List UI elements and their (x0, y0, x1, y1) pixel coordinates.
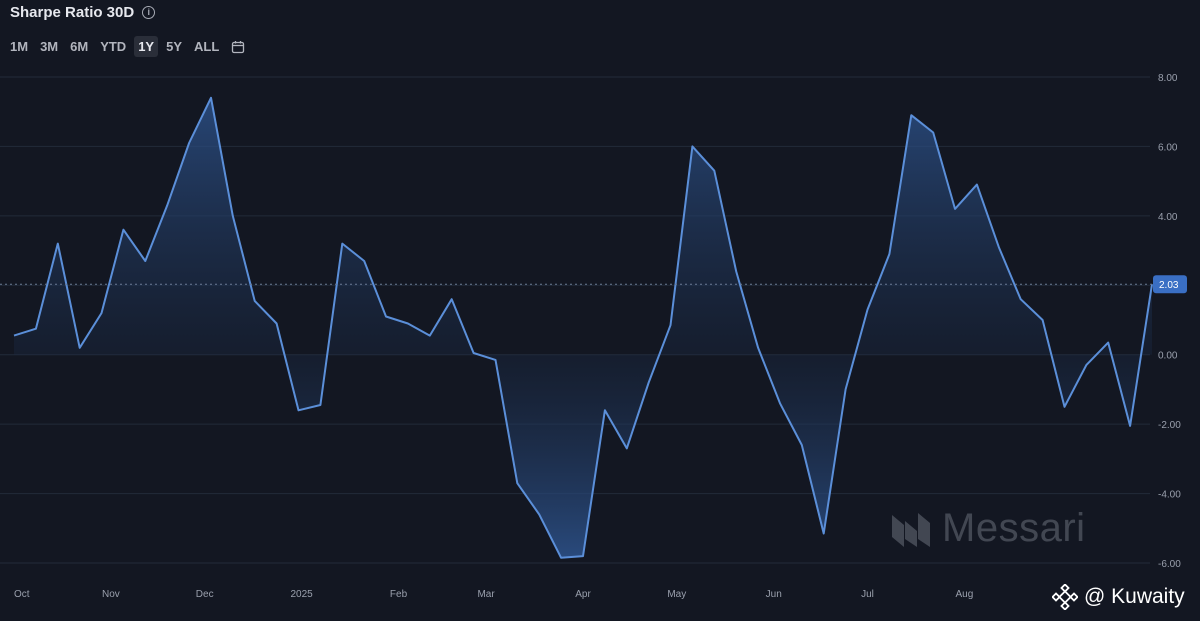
series-area (14, 97, 1152, 558)
x-tick-label: Nov (102, 589, 120, 600)
area-fill (14, 97, 1152, 558)
binance-logo-icon (1052, 584, 1078, 610)
x-tick-label: Mar (477, 589, 495, 600)
messari-watermark: Messari (890, 506, 1086, 551)
x-tick-label: 2025 (291, 589, 314, 600)
y-tick-label: -2.00 (1158, 420, 1181, 431)
range-6m-button[interactable]: 6M (70, 39, 89, 54)
y-tick-label: 0.00 (1158, 351, 1178, 362)
range-1y-button[interactable]: 1Y (134, 36, 159, 57)
current-value-label: 2.03 (1159, 280, 1179, 291)
range-5y-button[interactable]: 5Y (166, 39, 182, 54)
y-tick-label: -4.00 (1158, 490, 1181, 501)
x-tick-label: May (667, 589, 686, 600)
x-tick-label: Oct (14, 589, 30, 600)
x-tick-label: Aug (956, 589, 974, 600)
current-value-indicator: 2.03 (0, 275, 1187, 294)
current-value-badge (1153, 275, 1187, 294)
time-range-selector: 1M 3M 6M YTD 1Y 5Y ALL (6, 36, 245, 57)
source-credit: @ Kuwaity (1052, 584, 1185, 610)
x-tick-label: Apr (575, 589, 591, 600)
calendar-icon[interactable] (231, 40, 245, 54)
y-tick-label: 6.00 (1158, 142, 1178, 153)
messari-logo-icon (892, 512, 930, 547)
x-tick-label: Dec (196, 589, 214, 600)
x-tick-label: Jun (766, 589, 782, 600)
chart-title: Sharpe Ratio 30D (10, 4, 135, 21)
y-axis-ticks: 8.006.004.002.000.00-2.00-4.00-6.00 (1158, 73, 1181, 570)
series-line (13, 96, 1153, 559)
series-line-path (13, 96, 1153, 559)
range-all-button[interactable]: ALL (194, 39, 220, 54)
credit-text: @ Kuwaity (1084, 585, 1185, 608)
x-axis-ticks: Oct Nov Dec 2025 Feb Mar Apr May Jun Jul Aug (14, 589, 973, 600)
y-tick-label: -6.00 (1158, 559, 1181, 570)
range-ytd-button[interactable]: YTD (100, 39, 127, 54)
range-1m-button[interactable]: 1M (10, 39, 29, 54)
x-tick-label: Feb (390, 589, 408, 600)
range-3m-button[interactable]: 3M (40, 39, 59, 54)
x-tick-label: Jul (861, 589, 874, 600)
watermark-text: Messari (942, 506, 1086, 550)
y-tick-label: 4.00 (1158, 212, 1178, 223)
y-tick-label: 8.00 (1158, 73, 1178, 84)
info-icon[interactable]: i (142, 6, 156, 19)
chart-header: Sharpe Ratio 30D i (10, 4, 156, 21)
